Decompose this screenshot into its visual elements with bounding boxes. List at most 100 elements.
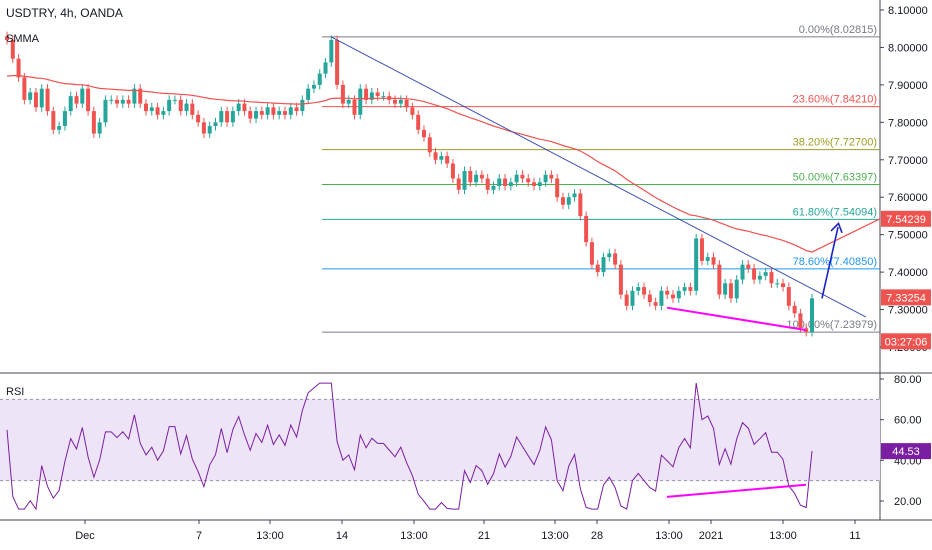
fib-level-label: 0.00%(8.02815): [799, 24, 877, 36]
candle-body: [39, 88, 44, 108]
candle-body: [717, 264, 722, 295]
candle-body: [364, 88, 369, 100]
candle-body: [676, 290, 681, 299]
time-tick-label: 11: [849, 530, 860, 542]
candle-body: [172, 99, 177, 101]
candle-body: [647, 294, 652, 303]
candle-body: [682, 287, 687, 291]
candle-body: [317, 73, 322, 85]
candle-body: [532, 182, 537, 186]
candle-body: [537, 182, 542, 186]
candle-body: [642, 287, 647, 295]
candle-body: [323, 62, 328, 74]
candle-body: [207, 126, 212, 134]
candle-body: [468, 171, 473, 183]
price-tick-label: 8.00000: [888, 42, 928, 54]
price-tick-label: 7.70000: [888, 155, 928, 167]
candle-body: [132, 88, 137, 104]
candle-body: [723, 283, 728, 295]
candle-body: [143, 103, 148, 112]
rsi-divergence-line: [666, 483, 807, 498]
candle-body: [433, 152, 438, 160]
candle-body: [752, 268, 757, 280]
candle-body: [277, 111, 282, 115]
candle-body: [479, 174, 484, 179]
candle-body: [265, 107, 270, 115]
time-tick-label: 14: [336, 530, 348, 542]
candle-body: [520, 174, 525, 179]
candle-body: [578, 193, 583, 216]
candle-body: [485, 178, 490, 190]
candle-body: [416, 114, 421, 130]
candle-body: [427, 137, 432, 153]
time-tick-label: 28: [591, 530, 603, 542]
time-tick-label: 13:00: [769, 530, 797, 542]
candle-body: [381, 96, 386, 98]
candle-body: [68, 96, 73, 112]
candle-body: [115, 99, 120, 104]
time-tick-label: 7: [196, 530, 202, 542]
candle-body: [508, 182, 513, 186]
candle-body: [572, 193, 577, 198]
candle-body: [352, 99, 357, 115]
candle-body: [665, 290, 670, 295]
candle-body: [694, 238, 699, 291]
candle-body: [699, 238, 704, 261]
candle-body: [584, 215, 589, 243]
rsi-tick-label: 20.00: [894, 496, 922, 508]
price-tick-label: 7.30000: [888, 305, 928, 317]
candle-body: [769, 272, 774, 284]
price-tag-label: 7.54239: [886, 214, 926, 226]
candle-body: [259, 111, 264, 115]
candle-body: [497, 178, 502, 186]
fib-level-label: 50.00%(7.63397): [793, 172, 877, 184]
rsi-value-tag: [881, 443, 931, 460]
candle-body: [311, 84, 316, 89]
candle-body: [80, 88, 85, 104]
fib-level-label: 23.60%(7.84210): [793, 94, 877, 106]
candle-body: [705, 257, 710, 261]
candle-body: [439, 156, 444, 160]
candle-body: [404, 99, 409, 108]
candle-body: [728, 283, 733, 299]
candle-body: [10, 39, 15, 59]
candle-body: [167, 99, 172, 112]
price-divergence-line: [666, 306, 807, 332]
rsi-indicator-label: RSI: [6, 386, 25, 398]
time-tick-label: 2021: [699, 530, 723, 542]
candle-body: [711, 257, 716, 265]
candle-body: [196, 114, 201, 123]
candle-body: [474, 174, 479, 183]
candle-body: [526, 178, 531, 183]
candle-body: [746, 264, 751, 269]
candle-body: [462, 171, 467, 190]
price-tag-box: [881, 333, 931, 350]
candle-body: [410, 107, 415, 115]
price-tick-label: 7.60000: [888, 192, 928, 204]
candle-body: [236, 103, 241, 112]
time-tick-label: 13:00: [256, 530, 284, 542]
candle-body: [636, 287, 641, 291]
candle-body: [225, 111, 230, 123]
smma-line: [6, 74, 881, 253]
candle-body: [126, 99, 131, 104]
candle-body: [740, 264, 745, 280]
candle-body: [190, 103, 195, 115]
candle-body: [624, 294, 629, 306]
candle-body: [33, 92, 38, 108]
candle-body: [659, 290, 664, 306]
candle-body: [786, 287, 791, 306]
time-tick-label: 13:00: [655, 530, 683, 542]
candle-body: [804, 328, 809, 333]
candle-body: [421, 129, 426, 138]
price-tag-label: 03:27:06: [885, 336, 928, 348]
candle-body: [810, 298, 814, 333]
candle-body: [5, 36, 9, 40]
candle-body: [798, 313, 803, 329]
candle-body: [103, 99, 108, 123]
candle-body: [358, 88, 363, 115]
candle-body: [456, 178, 461, 190]
candle-body: [62, 111, 67, 127]
candle-body: [775, 283, 780, 285]
